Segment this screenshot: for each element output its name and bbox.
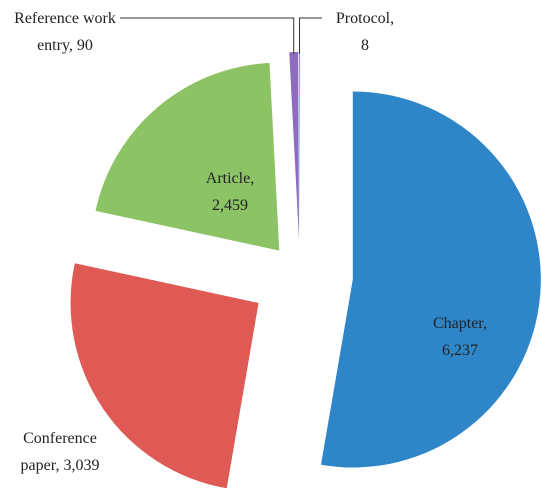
- pie-slice: [289, 52, 300, 241]
- value-label: 8: [361, 37, 369, 54]
- category-label: Article,: [205, 170, 255, 187]
- value-label: 2,459: [212, 197, 248, 214]
- slice-label: Reference work entry, 90: [12, 5, 118, 59]
- slice-label: Chapter, 6,237: [405, 310, 515, 364]
- value-label: 3,039: [63, 457, 100, 474]
- pie-slice: [320, 91, 541, 468]
- value-label: 6,237: [442, 342, 478, 359]
- pie-slice: [95, 62, 280, 251]
- slice-label: Article, 2,459: [180, 165, 280, 219]
- pie-slice: [299, 52, 300, 241]
- leader-line: [299, 17, 322, 55]
- category-label: Conference paper,: [20, 430, 97, 474]
- slice-label: Conference paper, 3,039: [10, 425, 110, 479]
- leader-line: [120, 17, 295, 55]
- pie-slice: [70, 263, 259, 489]
- slice-label: Protocol, 8: [315, 5, 415, 59]
- value-label: 90: [76, 37, 93, 54]
- category-label: Chapter,: [432, 315, 487, 332]
- category-label: Protocol,: [335, 10, 395, 27]
- category-label: Reference work entry,: [14, 10, 116, 54]
